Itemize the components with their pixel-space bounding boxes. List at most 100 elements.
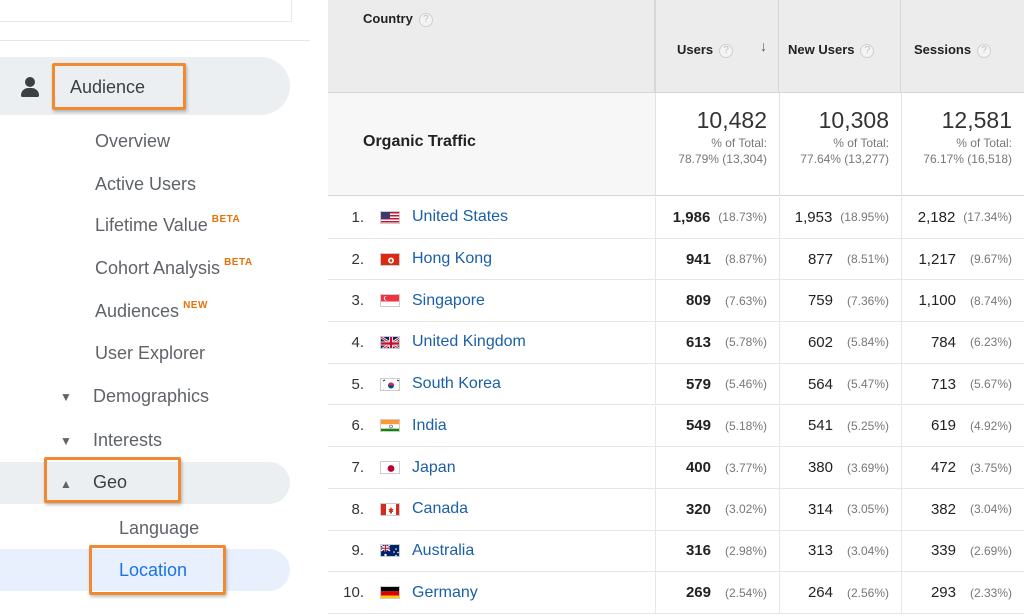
sessions-cell: 2,182 (17.34%): [901, 197, 1024, 238]
users-cell: 320 (3.02%): [655, 488, 779, 530]
help-icon[interactable]: ?: [977, 44, 992, 58]
new-users-cell: 602 (5.84%): [779, 322, 901, 363]
row-index: 8.: [351, 500, 364, 518]
sidebar-item-audience[interactable]: [0, 57, 290, 115]
sessions-cell: 382 (3.04%): [901, 488, 1024, 530]
country-link[interactable]: Germany: [412, 583, 478, 601]
chevron-down-icon[interactable]: ▼: [60, 390, 72, 404]
sessions-cell: 472 (3.75%): [901, 447, 1024, 488]
summary-new-users: 10,308 % of Total: 77.64% (13,277): [779, 93, 901, 196]
sessions-cell: 713 (5.67%): [901, 363, 1024, 405]
sidebar-item-active-users[interactable]: Active Users: [95, 174, 197, 194]
row-index: 7.: [351, 459, 364, 477]
in-flag-icon: [380, 406, 402, 447]
users-cell: 1,986 (18.73%): [655, 197, 779, 238]
sessions-cell: 293 (2.33%): [901, 572, 1024, 613]
row-index: 10.: [343, 584, 364, 602]
sidebar-item-language[interactable]: Language: [119, 518, 200, 538]
sessions-cell: 1,100 (8.74%): [901, 280, 1024, 322]
sidebar-item-geo-label[interactable]: Geo: [93, 472, 128, 492]
sidebar-item-cohort-analysis[interactable]: Cohort Analysis BETA: [95, 257, 253, 278]
sidebar-item-audience-label[interactable]: Audience: [70, 77, 146, 97]
row-index: 2.: [351, 250, 364, 268]
new-users-cell: 313 (3.04%): [779, 530, 901, 572]
sidebar-item-location[interactable]: [0, 549, 290, 591]
help-icon[interactable]: ?: [719, 44, 734, 58]
users-cell: 269 (2.54%): [655, 572, 779, 613]
sidebar-item-geo[interactable]: [0, 462, 290, 504]
users-cell: 400 (3.77%): [655, 447, 779, 488]
report-table: Country? Users? ↓ New Users? Sessions? O…: [328, 0, 1024, 616]
country-link[interactable]: Australia: [412, 541, 475, 559]
users-cell: 809 (7.63%): [655, 280, 779, 322]
users-cell: 549 (5.18%): [655, 405, 779, 447]
chevron-up-icon[interactable]: ▲: [60, 477, 72, 491]
au-flag-icon: [380, 531, 402, 572]
de-flag-icon: [380, 572, 402, 613]
table-row: 3. Singapore 809 (7.63%) 759 (7.36%) 1,100 (8.7…: [328, 280, 1024, 323]
column-header-users[interactable]: Users? ↓: [655, 0, 779, 93]
row-index: 1.: [351, 208, 364, 226]
sidebar-item-audiences[interactable]: Audiences NEW: [95, 300, 208, 321]
country-link[interactable]: Singapore: [412, 291, 485, 309]
country-link[interactable]: Canada: [412, 500, 469, 518]
row-index: 5.: [351, 375, 364, 393]
users-cell: 613 (5.78%): [655, 322, 779, 363]
table-row: 2. Hong Kong 941 (8.87%) 877 (8.51%) 1,217 (9.6…: [328, 238, 1024, 281]
us-flag-icon: [380, 197, 402, 238]
new-users-cell: 1,953 (18.95%): [779, 197, 901, 238]
help-icon[interactable]: ?: [418, 13, 433, 27]
country-link[interactable]: United States: [412, 208, 509, 226]
users-cell: 316 (2.98%): [655, 530, 779, 572]
sidebar-item-interests[interactable]: Interests: [93, 430, 163, 450]
new-users-cell: 541 (5.25%): [779, 405, 901, 447]
new-users-cell: 877 (8.51%): [779, 238, 901, 280]
kr-flag-icon: [380, 364, 402, 405]
users-cell: 941 (8.87%): [655, 238, 779, 280]
summary-sessions: 12,581 % of Total: 76.17% (16,518): [901, 93, 1024, 196]
sidebar-item-overview[interactable]: Overview: [95, 131, 171, 151]
table-row: 4. United Kingdom 613 (5.78%) 602 (5.84%) 784(…: [328, 322, 1024, 364]
new-users-cell: 564 (5.47%): [779, 363, 901, 405]
help-icon[interactable]: ?: [860, 44, 875, 58]
summary-users: 10,482 % of Total: 78.79% (13,304): [655, 93, 779, 196]
column-header-country: Country?: [328, 0, 655, 93]
column-header-sessions[interactable]: Sessions?: [901, 0, 1024, 93]
country-link[interactable]: United Kingdom: [412, 333, 526, 351]
sessions-cell: 1,217 (9.67%): [901, 238, 1024, 280]
person-icon: [19, 76, 41, 98]
chevron-down-icon[interactable]: ▼: [60, 434, 72, 448]
row-index: 6.: [351, 417, 364, 435]
sidebar-divider: [0, 40, 310, 41]
row-index: 9.: [351, 542, 364, 560]
country-link[interactable]: South Korea: [412, 375, 501, 393]
sort-descending-icon[interactable]: ↓: [760, 38, 767, 54]
beta-badge: BETA: [224, 257, 253, 268]
users-cell: 579 (5.46%): [655, 363, 779, 405]
highlight-box-geo: [44, 457, 181, 503]
sidebar-item-location-label[interactable]: Location: [119, 560, 188, 580]
country-link[interactable]: Japan: [412, 458, 456, 476]
new-badge: NEW: [183, 300, 208, 311]
summary-row-label: Organic Traffic: [328, 93, 655, 196]
country-link[interactable]: Hong Kong: [412, 250, 493, 268]
hk-flag-icon: [380, 239, 402, 280]
sidebar-search-box[interactable]: [0, 0, 292, 22]
sidebar-item-user-explorer[interactable]: User Explorer: [95, 343, 206, 363]
sg-flag-icon: [380, 280, 402, 321]
country-link[interactable]: India: [412, 416, 447, 434]
table-row: 10. Germany 269 (2.54%) 264 (2.56%) 293 (2.33%): [328, 572, 1024, 614]
table-row: 7. Japan 400 (3.77%) 380 (3.69%) 472 (3.75%): [328, 447, 1024, 489]
sidebar-item-demographics[interactable]: Demographics: [93, 386, 210, 406]
row-index: 4.: [351, 333, 364, 351]
new-users-cell: 759 (7.36%): [779, 280, 901, 322]
highlight-box-location: [89, 545, 226, 595]
sidebar-item-lifetime-value[interactable]: Lifetime Value BETA: [95, 214, 241, 235]
sidebar: Audience Overview Active Users Lifetime …: [0, 0, 310, 616]
highlight-box-audience: [52, 63, 186, 110]
sessions-cell: 784 (6.23%): [901, 322, 1024, 363]
table-row: 6. India 549 (5.18%) 541 (5.25%) 619 (4.92%): [328, 405, 1024, 448]
new-users-cell: 314 (3.05%): [779, 488, 901, 530]
new-users-cell: 380 (3.69%): [779, 447, 901, 488]
column-header-new-users[interactable]: New Users?: [779, 0, 901, 93]
